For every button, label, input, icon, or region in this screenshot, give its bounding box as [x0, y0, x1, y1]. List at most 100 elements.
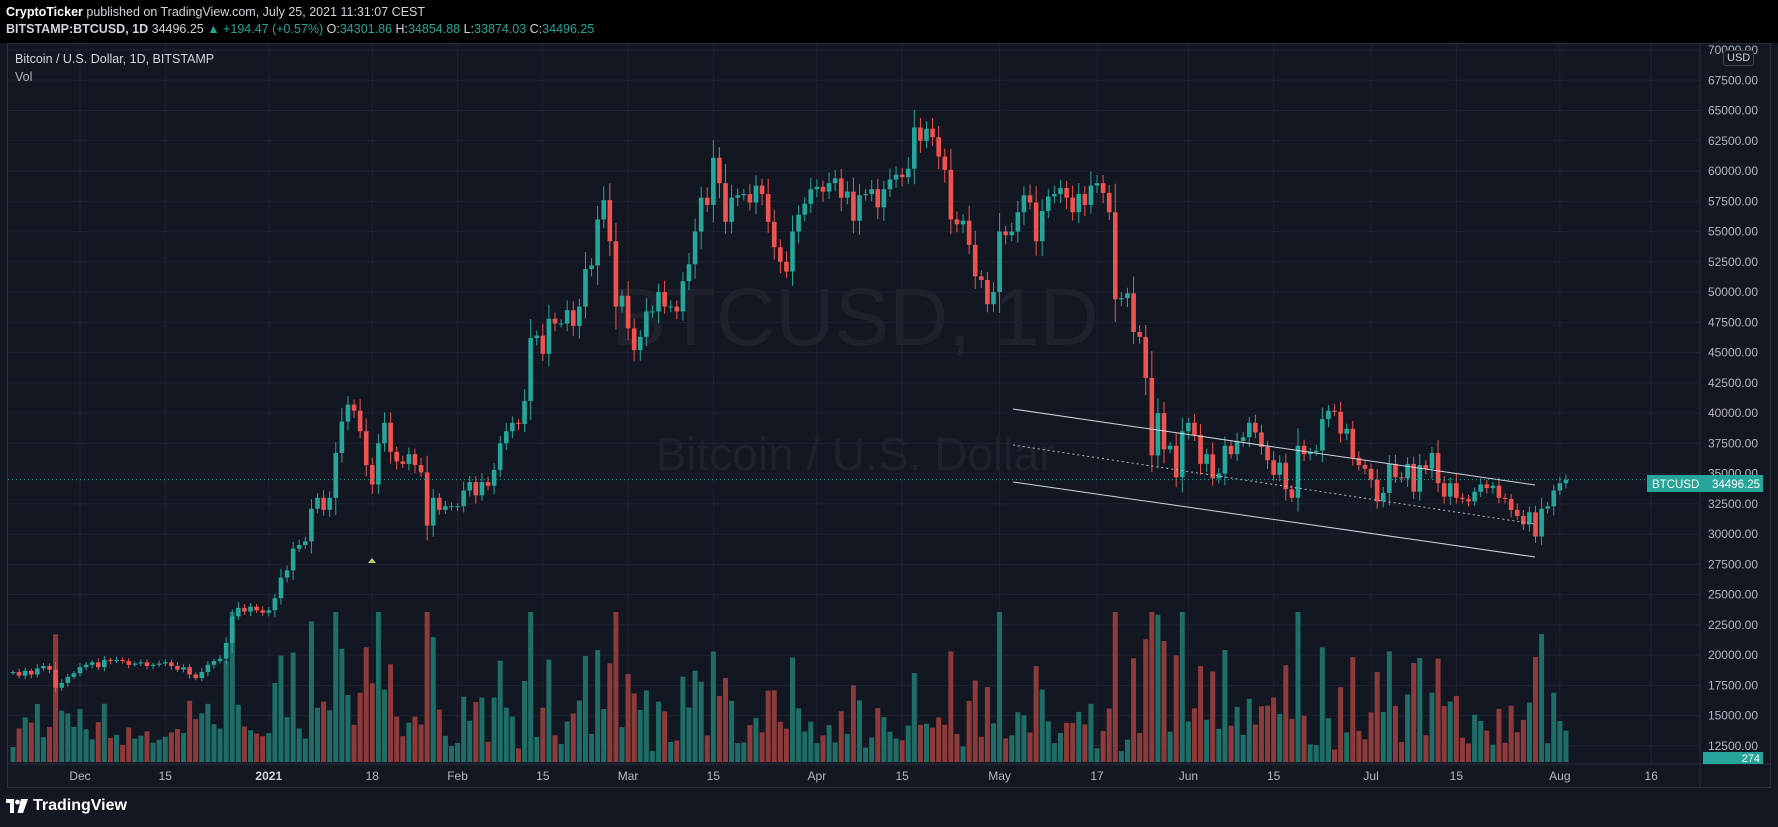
volume-bar — [1563, 730, 1569, 762]
candle-body — [711, 157, 716, 205]
legend-volume[interactable]: Vol — [15, 70, 33, 84]
volume-bar — [412, 716, 418, 762]
candle-body — [1076, 194, 1082, 213]
volume-bar — [881, 717, 887, 762]
time-axis[interactable]: Dec 15 2021 18 Feb 15 Mar 15 Apr 15 May 17 Jun 15 Jul 1… — [69, 769, 1658, 783]
publish-line: CryptoTicker published on TradingView.co… — [6, 5, 425, 19]
time-tick-label: 15 — [1267, 769, 1281, 783]
volume-bar — [1344, 732, 1350, 762]
candle-body — [1295, 445, 1301, 498]
candle-body — [656, 292, 661, 312]
candle-body — [144, 662, 150, 666]
candle-body — [1368, 468, 1374, 480]
volume-bar — [1143, 639, 1149, 762]
candle-body — [802, 203, 807, 215]
volume-bar — [107, 737, 113, 762]
tradingview-logo[interactable]: TradingView — [6, 797, 127, 815]
candle-body — [1545, 506, 1550, 509]
candle-body — [784, 261, 789, 272]
legend-title[interactable]: Bitcoin / U.S. Dollar, 1D, BITSTAMP — [15, 52, 215, 66]
candle-body — [637, 336, 643, 351]
volume-bar — [266, 733, 272, 762]
volume-bar — [625, 673, 631, 762]
volume-bar — [205, 703, 211, 762]
volume-bar — [1191, 708, 1197, 762]
candle-body — [467, 482, 473, 491]
candle-body — [1478, 484, 1483, 492]
candle-body — [120, 659, 125, 662]
candle-body — [692, 231, 698, 265]
candle-body — [1216, 473, 1222, 479]
candle-body — [765, 194, 771, 222]
candle-body — [242, 607, 247, 612]
high-label: H: — [395, 22, 408, 36]
chart-frame[interactable] — [7, 43, 1771, 788]
volume-bar — [223, 660, 229, 762]
volume-bar — [1039, 689, 1045, 762]
candle-body — [1563, 479, 1569, 484]
price-axis[interactable]: 12500.00 15000.00 17500.00 20000.00 22500.00… — [1708, 43, 1758, 753]
channel-lower-line[interactable] — [1012, 481, 1536, 558]
price-tag-symbol: BTCUSD — [1652, 479, 1699, 491]
volume-bar — [442, 735, 448, 762]
volume-bar — [552, 735, 558, 762]
trend-channel[interactable] — [1012, 408, 1536, 558]
volume-bar — [1539, 633, 1545, 762]
volume-bar — [1204, 719, 1210, 762]
open-label: O: — [326, 22, 340, 36]
candle-body — [540, 335, 546, 354]
time-tick-label: 15 — [536, 769, 550, 783]
candle-body — [503, 431, 509, 444]
volume-bar — [217, 728, 223, 762]
candle-body — [351, 404, 357, 411]
candle-body — [759, 185, 765, 195]
time-tick-label: Mar — [618, 769, 639, 783]
price-tick-label: 20000.00 — [1708, 648, 1758, 662]
candle-body — [832, 178, 838, 184]
candle-body — [491, 469, 497, 486]
candle-body — [948, 169, 954, 220]
symbol-line: BITSTAMP:BTCUSD, 1D — [6, 22, 149, 36]
volume-bar — [308, 621, 314, 762]
volume-bar — [948, 651, 954, 762]
candle-body — [1240, 437, 1246, 441]
candle-body — [1204, 454, 1209, 464]
volume-bar — [534, 736, 540, 762]
candle-body — [1362, 465, 1368, 469]
volume-bar — [1447, 701, 1453, 762]
volume-bar — [589, 733, 595, 762]
volume-tag-value: 274 — [1742, 753, 1760, 765]
candle-body — [668, 306, 674, 308]
volume-bar — [1557, 721, 1563, 762]
time-tick-label: Apr — [808, 769, 827, 783]
quote-line: BITSTAMP:BTCUSD, 1D 34496.25 ▲ +194.47 (… — [6, 22, 594, 36]
volume-bar — [101, 703, 107, 762]
candle-body — [345, 404, 351, 422]
candle-body — [95, 662, 101, 668]
candle-body — [382, 422, 387, 444]
volume-bar — [637, 709, 643, 762]
author-name[interactable]: CryptoTicker — [6, 5, 83, 19]
candle-body — [479, 482, 485, 496]
currency-button[interactable]: USD — [1723, 50, 1755, 66]
candle-body — [290, 548, 296, 571]
volume-bar — [899, 740, 905, 762]
volume-bar — [28, 722, 34, 762]
volume-bar — [680, 676, 686, 762]
candle-body — [997, 231, 1002, 293]
candle-body — [1186, 422, 1191, 432]
channel-upper-line[interactable] — [1012, 408, 1536, 486]
volume-bar — [844, 733, 850, 762]
candle-body — [924, 128, 929, 141]
time-tick-label: 2021 — [255, 769, 282, 783]
volume-bar — [1088, 703, 1094, 762]
candle-body — [1557, 483, 1563, 491]
volume-bar — [1380, 712, 1386, 762]
volume-bar — [144, 731, 150, 762]
candle-body — [1466, 498, 1471, 502]
volume-bar — [1295, 612, 1301, 762]
volume-bar — [1240, 734, 1246, 762]
candle-body — [1021, 195, 1027, 213]
volume-bar — [339, 648, 345, 762]
